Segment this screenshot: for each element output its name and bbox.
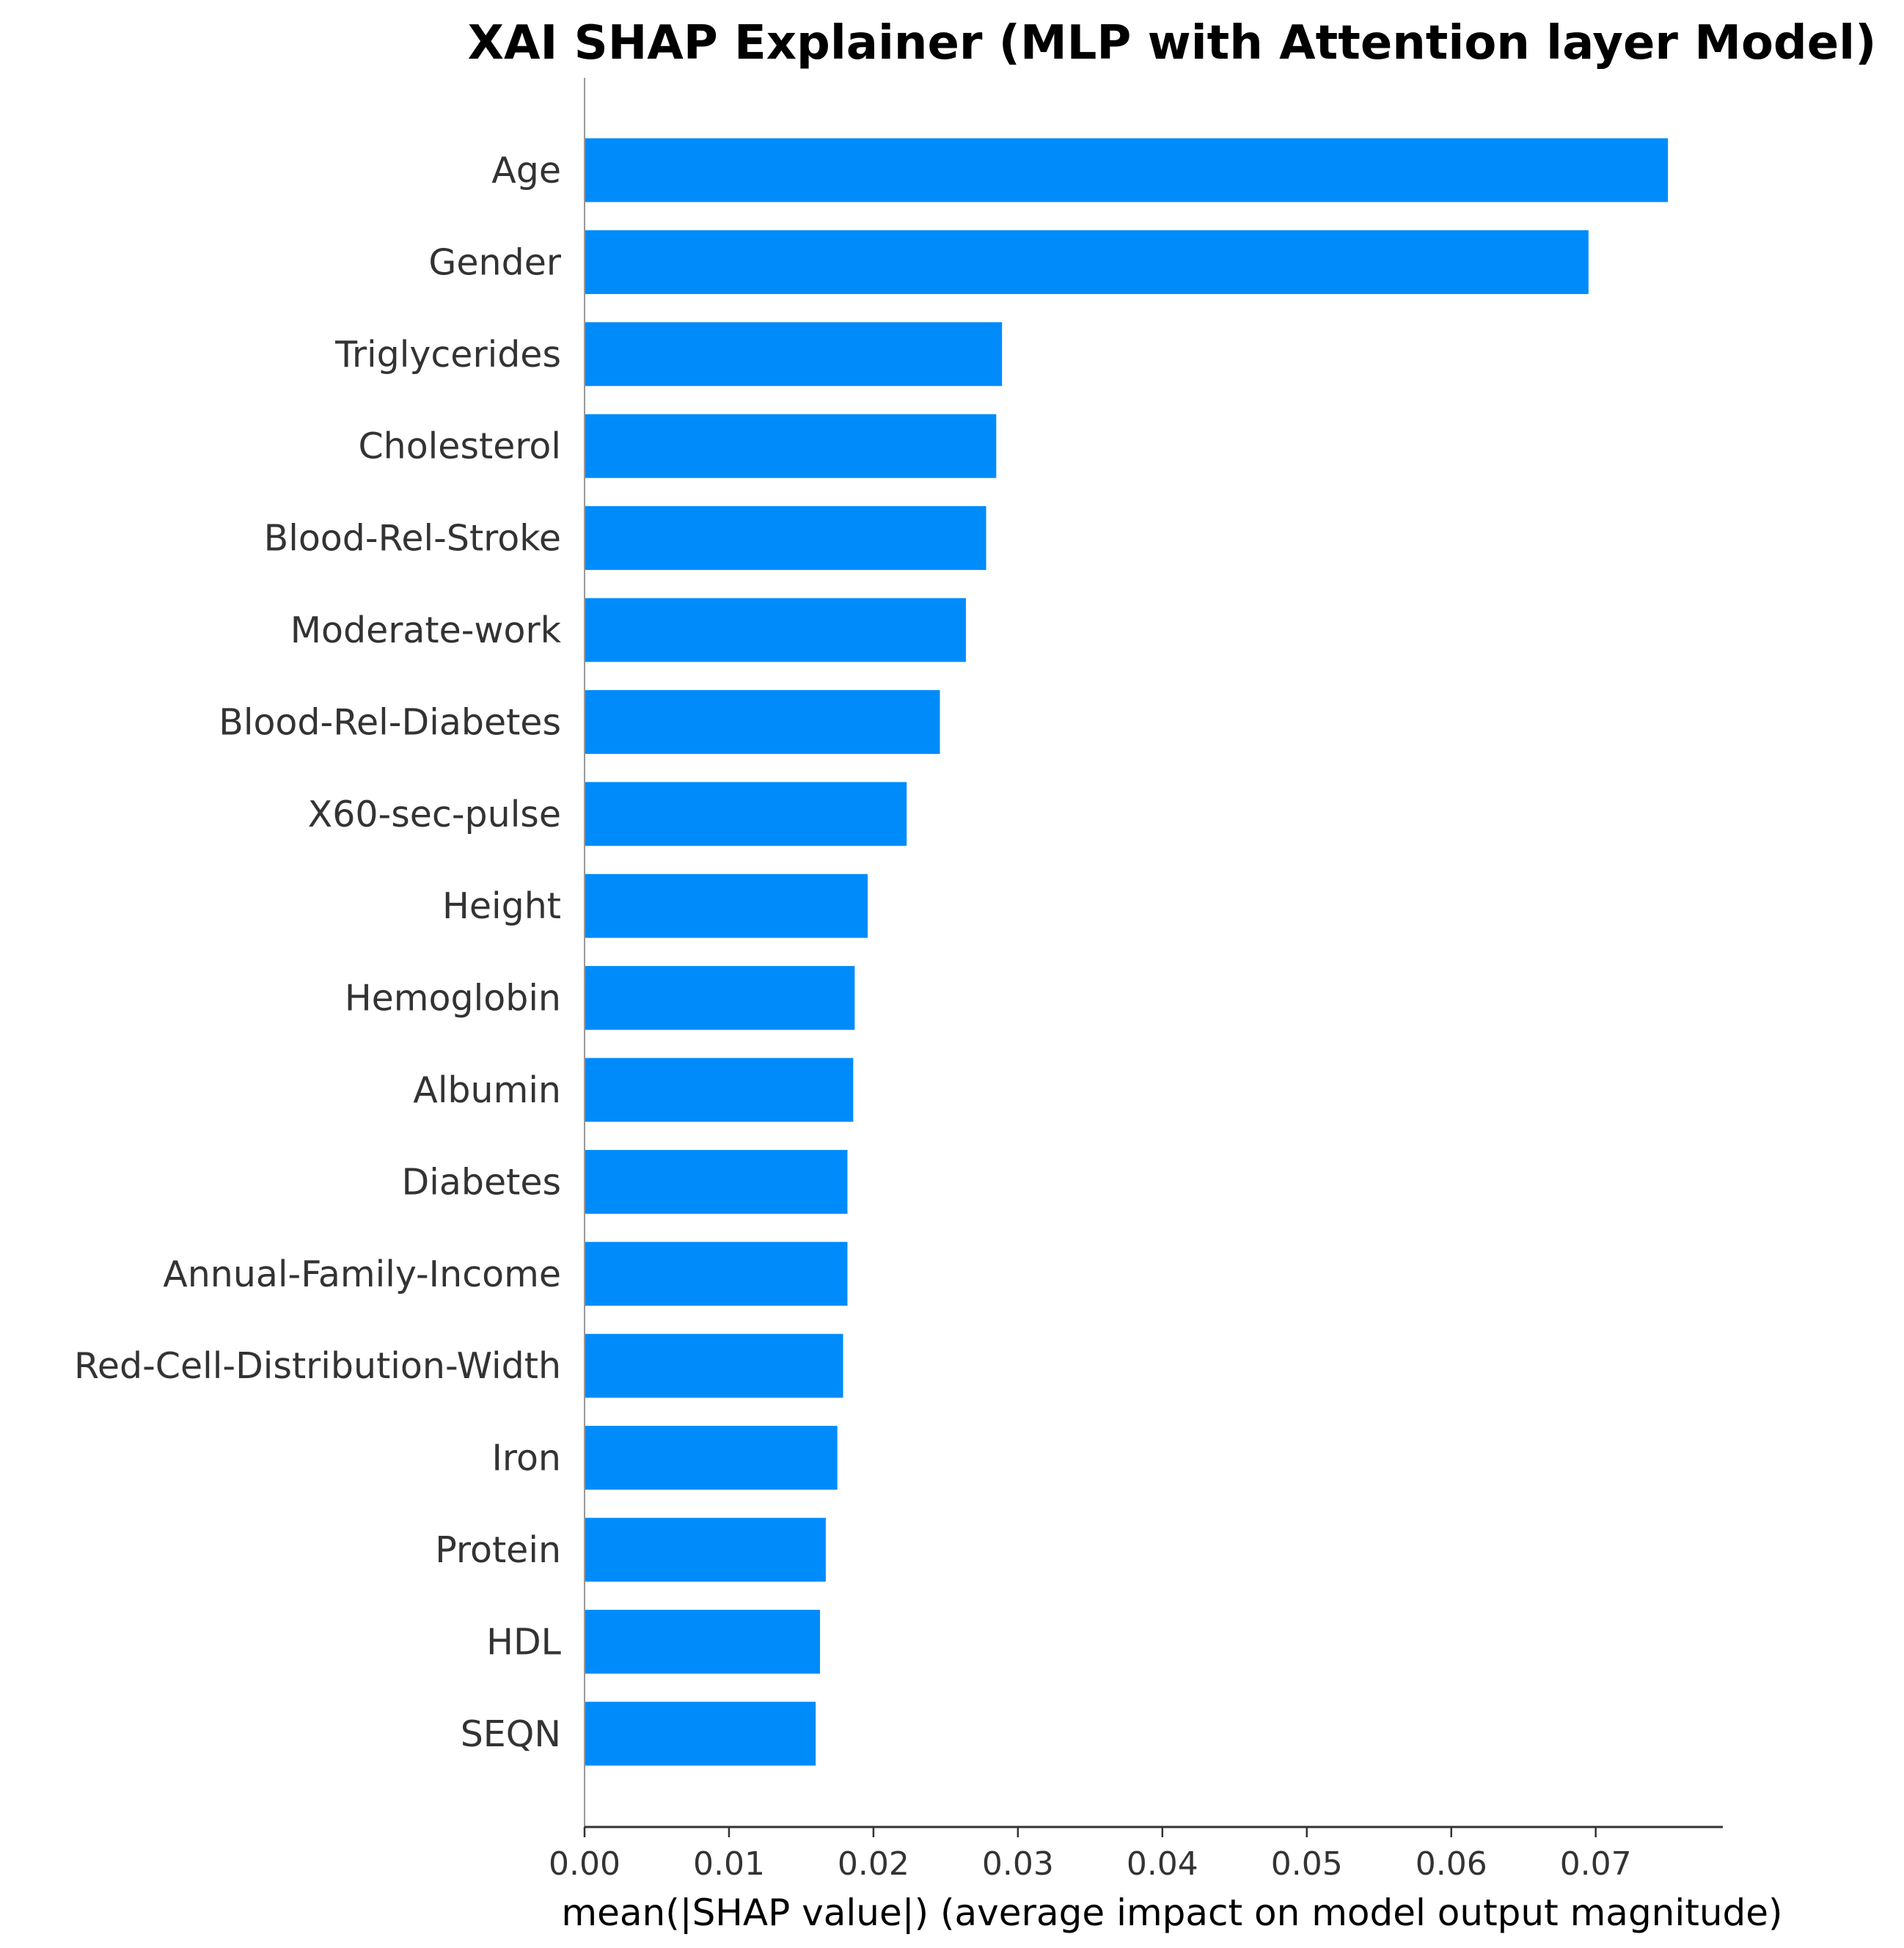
bar-blood-rel-diabetes	[585, 689, 940, 754]
bar-diabetes	[585, 1149, 848, 1214]
x-axis-title: mean(|SHAP value|) (average impact on mo…	[561, 1892, 1782, 1934]
bar-iron	[585, 1426, 838, 1490]
x-ticks-group: 0.00 0.01 0.02 0.03 0.04 0.05 0.06 0.07	[549, 1827, 1632, 1883]
x-tick-label-0: 0.00	[549, 1845, 620, 1883]
bar-annual-family-income	[585, 1242, 848, 1306]
bar-protein	[585, 1517, 826, 1582]
bar-hemoglobin	[585, 966, 855, 1030]
bar-albumin	[585, 1058, 854, 1122]
bar-cholesterol	[585, 414, 997, 478]
x-tick-label-1: 0.01	[693, 1845, 765, 1883]
bar-blood-rel-stroke	[585, 506, 986, 571]
category-label-iron: Iron	[491, 1438, 561, 1479]
category-label-blood-rel-diabetes: Blood-Rel-Diabetes	[219, 701, 561, 743]
bar-gender	[585, 230, 1589, 294]
x-tick-label-7: 0.07	[1560, 1845, 1632, 1883]
x-tick-label-5: 0.05	[1271, 1845, 1343, 1883]
bar-x60-sec-pulse	[585, 782, 907, 846]
bar-moderate-work	[585, 598, 966, 662]
bar-triglycerides	[585, 322, 1003, 387]
x-tick-label-4: 0.04	[1127, 1845, 1198, 1883]
category-label-gender: Gender	[428, 241, 561, 283]
category-label-albumin: Albumin	[413, 1069, 561, 1111]
category-label-age: Age	[491, 150, 561, 191]
bar-hdl	[585, 1609, 821, 1674]
category-label-cholesterol: Cholesterol	[358, 425, 561, 467]
chart-title: XAI SHAP Explainer (MLP with Attention l…	[468, 16, 1877, 70]
category-label-height: Height	[442, 885, 561, 927]
bar-age	[585, 138, 1669, 202]
category-label-hdl: HDL	[486, 1621, 562, 1663]
x-tick-label-6: 0.06	[1416, 1845, 1487, 1883]
category-label-x60-sec-pulse: X60-sec-pulse	[308, 794, 561, 835]
category-label-diabetes: Diabetes	[401, 1161, 561, 1203]
category-label-red-cell-distribution-width: Red-Cell-Distribution-Width	[74, 1345, 561, 1387]
category-label-blood-rel-stroke: Blood-Rel-Stroke	[264, 518, 561, 560]
category-label-annual-family-income: Annual-Family-Income	[163, 1253, 561, 1295]
x-tick-label-3: 0.03	[982, 1845, 1054, 1883]
x-tick-label-2: 0.02	[838, 1845, 909, 1883]
bar-red-cell-distribution-width	[585, 1333, 843, 1398]
bars-group	[585, 138, 1669, 1766]
category-label-triglycerides: Triglycerides	[334, 334, 561, 376]
category-label-hemoglobin: Hemoglobin	[345, 978, 561, 1019]
category-label-seqn: SEQN	[461, 1713, 561, 1755]
category-label-protein: Protein	[435, 1529, 561, 1571]
category-labels-group: Age Gender Triglycerides Cholesterol Blood-R…	[74, 150, 562, 1755]
bar-height	[585, 874, 868, 938]
category-label-moderate-work: Moderate-work	[290, 609, 562, 651]
bar-seqn	[585, 1702, 816, 1766]
